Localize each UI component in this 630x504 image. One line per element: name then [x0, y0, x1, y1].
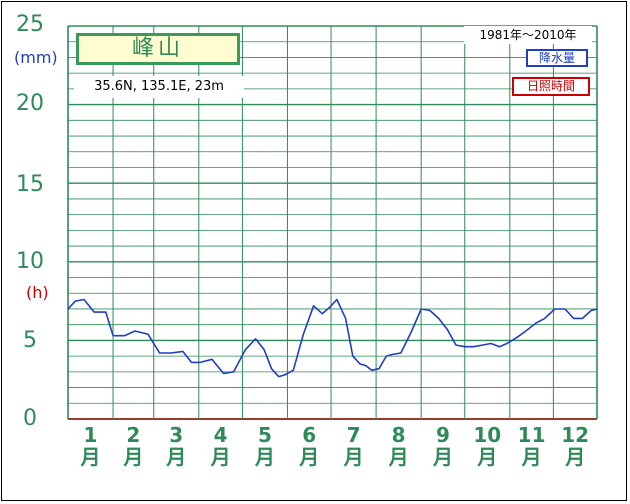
unit-mm-label: (mm) [14, 48, 58, 67]
legend-precipitation: 降水量 [526, 49, 588, 67]
month-suffix: 月 [432, 445, 453, 469]
month-suffix: 月 [388, 445, 409, 469]
month-suffix: 月 [166, 445, 187, 469]
month-label: 11 月 [512, 424, 552, 468]
y-tick-15: 15 [16, 172, 44, 197]
month-number: 6 [302, 423, 317, 447]
month-suffix: 月 [565, 445, 586, 469]
month-suffix: 月 [521, 445, 542, 469]
month-suffix: 月 [210, 445, 231, 469]
month-number: 9 [435, 423, 450, 447]
series-line-sunshine [67, 298, 598, 378]
month-suffix: 月 [343, 445, 364, 469]
y-tick-10: 10 [16, 249, 44, 274]
month-number: 5 [257, 423, 272, 447]
month-number: 8 [391, 423, 406, 447]
station-name-box: 峰山 [76, 33, 240, 65]
month-label: 10 月 [467, 424, 507, 468]
series-group [67, 298, 598, 378]
month-number: 12 [561, 423, 590, 447]
month-suffix: 月 [299, 445, 320, 469]
month-number: 2 [126, 423, 141, 447]
month-suffix: 月 [477, 445, 498, 469]
grid-major [68, 25, 597, 420]
station-coords: 35.6N, 135.1E, 23m [74, 76, 244, 98]
legend-sunshine: 日照時間 [512, 77, 590, 96]
y-tick-20: 20 [16, 91, 44, 116]
period-label: 1981年〜2010年 [464, 26, 592, 44]
y-tick-0: 0 [23, 406, 37, 431]
y-tick-5: 5 [23, 328, 37, 353]
station-name: 峰山 [131, 36, 184, 61]
month-label: 12 月 [555, 424, 595, 468]
month-suffix: 月 [254, 445, 275, 469]
unit-h-label: (h) [26, 283, 49, 302]
month-number: 1 [83, 423, 98, 447]
month-suffix: 月 [123, 445, 144, 469]
month-number: 10 [473, 423, 502, 447]
month-number: 11 [517, 423, 546, 447]
month-number: 4 [213, 423, 228, 447]
month-suffix: 月 [80, 445, 101, 469]
month-number: 3 [169, 423, 184, 447]
y-tick-25: 25 [16, 12, 44, 37]
month-number: 7 [346, 423, 361, 447]
